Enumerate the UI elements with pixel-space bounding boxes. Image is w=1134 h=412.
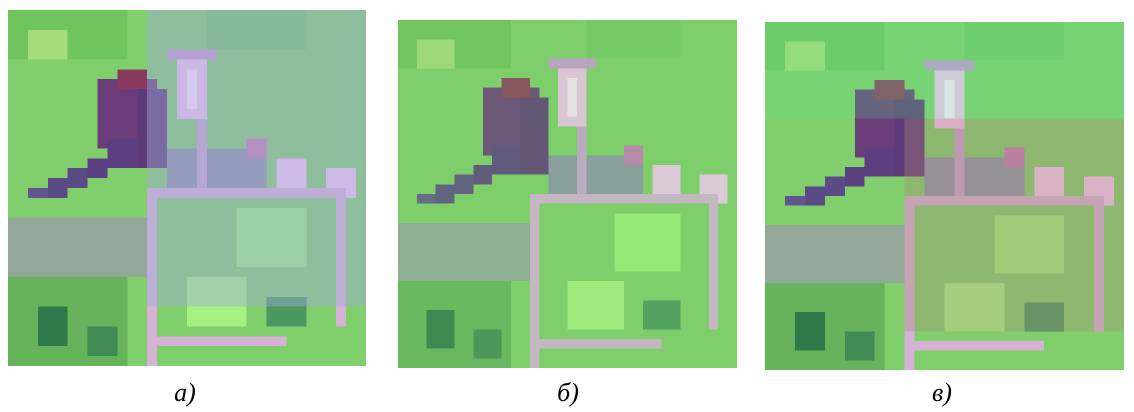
image-c [765,22,1124,370]
figure: а) б) в) (() => { const data = JSON.pars… [0,0,1134,412]
image-b [398,20,737,368]
tint [147,10,366,307]
panel-label: б) [557,378,579,408]
tint [905,119,1124,332]
panel-label: в) [932,378,952,408]
tint [765,22,1124,119]
image-a [8,10,366,366]
tint [398,20,737,368]
panel-label: а) [174,378,196,408]
